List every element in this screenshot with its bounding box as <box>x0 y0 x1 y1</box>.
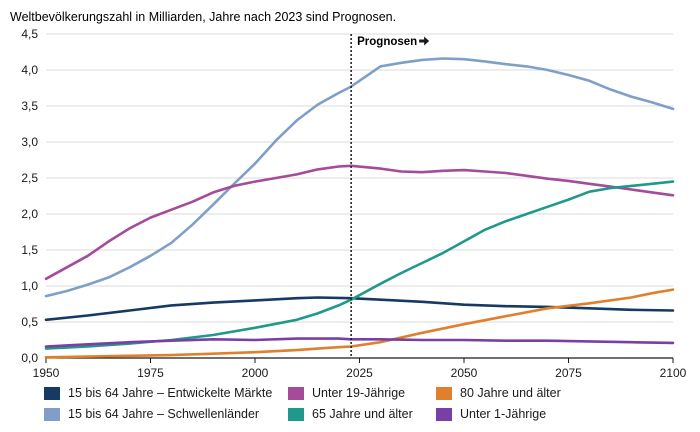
y-tick-label: 4,0 <box>21 63 38 77</box>
legend-item: 65 Jahre und älter <box>288 407 413 421</box>
x-tick-label: 2075 <box>555 366 582 380</box>
legend-item: Unter 19-Jährige <box>288 386 405 400</box>
chart-title: Weltbevölkerungszahl in Milliarden, Jahr… <box>10 10 396 24</box>
legend-swatch <box>436 386 452 400</box>
legend-swatch <box>436 407 452 421</box>
series-line <box>44 57 675 298</box>
series-line <box>44 164 675 281</box>
legend-swatch <box>288 407 304 421</box>
legend-label: Unter 1-Jährige <box>460 407 547 421</box>
series-line <box>44 180 675 350</box>
y-tick-label: 4,5 <box>21 27 38 41</box>
y-tick-label: 0,5 <box>21 315 38 329</box>
x-tick-label: 2025 <box>346 366 373 380</box>
forecast-marker: Prognosen <box>350 34 430 358</box>
arrow-right-icon <box>419 36 430 46</box>
legend-item: Unter 1-Jährige <box>436 407 546 421</box>
series-lines <box>44 57 675 359</box>
legend-label: 15 bis 64 Jahre – Schwellenländer <box>68 407 260 421</box>
legend-swatch <box>44 407 60 421</box>
y-tick-label: 0,0 <box>21 351 38 365</box>
y-tick-label: 3,5 <box>21 99 38 113</box>
x-axis: 1950 1975 2000 2025 2050 2075 2100 <box>33 358 687 380</box>
legend-label: 80 Jahre und älter <box>460 386 561 400</box>
forecast-label: Prognosen <box>357 36 417 48</box>
legend-item: 15 bis 64 Jahre – Schwellenländer <box>44 407 259 421</box>
y-tick-label: 2,5 <box>21 171 38 185</box>
y-axis: 0,0 0,5 1,0 1,5 2,0 2,5 3,0 3,5 4,0 4,5 <box>21 27 38 365</box>
y-tick-label: 1,0 <box>21 279 38 293</box>
x-tick-label: 2050 <box>451 366 478 380</box>
y-tick-label: 2,0 <box>21 207 38 221</box>
legend-swatch <box>44 386 60 400</box>
gridlines <box>46 33 673 359</box>
legend-item: 80 Jahre und älter <box>436 386 561 400</box>
x-tick-label: 1975 <box>137 366 164 380</box>
legend-item: 15 bis 64 Jahre – Entwickelte Märkte <box>44 386 272 400</box>
x-tick-label: 2000 <box>242 366 269 380</box>
y-tick-label: 1,5 <box>21 243 38 257</box>
legend-swatch <box>288 386 304 400</box>
x-tick-label: 1950 <box>33 366 60 380</box>
x-tick-label: 2100 <box>660 366 687 380</box>
legend-label: 65 Jahre und älter <box>312 407 413 421</box>
legend-label: 15 bis 64 Jahre – Entwickelte Märkte <box>68 386 273 400</box>
legend-label: Unter 19-Jährige <box>312 386 406 400</box>
series-line <box>44 296 675 322</box>
y-tick-label: 3,0 <box>21 135 38 149</box>
